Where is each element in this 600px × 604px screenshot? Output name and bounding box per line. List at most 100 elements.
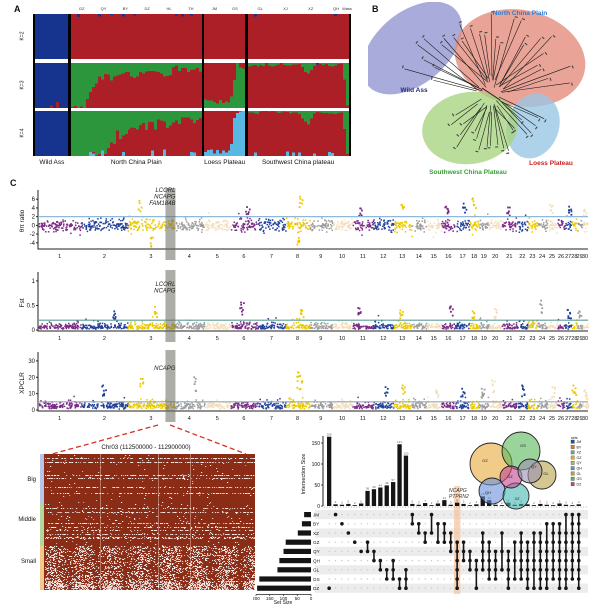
admixture-individual-bar — [265, 62, 269, 108]
admixture-individual-bar — [283, 14, 287, 59]
matrix-empty-dot — [386, 513, 388, 516]
panel-a-label: A — [14, 4, 21, 14]
intersection-bar-value: 2 — [431, 501, 433, 505]
matrix-empty-dot — [507, 532, 510, 534]
venn-circle-label: GS — [520, 443, 526, 448]
admixture-individual-bar — [85, 111, 89, 156]
admixture-individual-bar — [100, 62, 104, 108]
matrix-member-dot — [544, 586, 549, 590]
intersection-bar-value: 3 — [418, 501, 420, 505]
admixture-individual-bar — [218, 62, 222, 108]
matrix-empty-dot — [443, 559, 446, 562]
admixture-individual-bar — [70, 111, 74, 156]
admixture-individual-bar — [88, 62, 92, 108]
admixture-individual-bar — [250, 62, 254, 108]
admixture-individual-bar — [166, 14, 170, 59]
matrix-empty-dot — [328, 513, 330, 516]
admixture-individual-bar — [145, 111, 149, 156]
intersection-bar-value: 3 — [450, 501, 452, 505]
admixture-individual-bar — [233, 111, 237, 156]
tree-branch — [498, 96, 545, 119]
matrix-empty-dot — [469, 513, 471, 516]
matrix-member-dot — [525, 586, 530, 590]
matrix-empty-dot — [328, 550, 330, 553]
admixture-individual-bar — [88, 14, 92, 59]
matrix-empty-dot — [437, 559, 439, 562]
clade-label: Wild Ass — [400, 87, 428, 94]
admixture-individual-bar — [166, 62, 170, 108]
tree-tip-label-mark — [542, 68, 545, 72]
intersection-bar-value: 40 — [372, 485, 376, 489]
matrix-empty-dot — [443, 587, 446, 589]
highlighted-intersection-band — [453, 486, 461, 594]
matrix-empty-dot — [360, 532, 362, 534]
matrix-empty-dot — [341, 513, 343, 516]
tree-branch — [495, 53, 544, 86]
admixture-individual-bar — [193, 14, 197, 59]
admixture-individual-bar — [91, 111, 95, 156]
intersection-bar-value: 5 — [348, 500, 350, 504]
admixture-individual-bar — [233, 14, 237, 59]
admixture-individual-bar — [35, 62, 39, 108]
admixture-individual-bar — [318, 111, 322, 156]
admixture-individual-bar — [44, 62, 48, 108]
matrix-empty-dot — [347, 578, 350, 580]
intersection-bar-value: 8 — [456, 498, 458, 502]
admixture-individual-bar — [309, 111, 313, 156]
tree-branch — [492, 38, 497, 80]
group-separator — [348, 14, 351, 156]
admixture-individual-bar — [133, 111, 137, 156]
admixture-individual-bar — [301, 14, 304, 59]
tree-tip-label-mark — [439, 40, 443, 44]
admixture-individual-bar — [204, 62, 208, 108]
matrix-member-dot — [436, 522, 440, 526]
admixture-individual-bar — [286, 62, 290, 108]
admixture-individual-bar — [253, 62, 257, 108]
matrix-empty-dot — [437, 587, 439, 589]
admixture-individual-bar — [35, 111, 39, 156]
set-size-bar — [279, 558, 311, 564]
admixture-individual-bar — [239, 111, 243, 156]
admixture-individual-bar — [59, 14, 63, 59]
admixture-individual-bar — [38, 14, 42, 59]
matrix-empty-dot — [334, 523, 337, 525]
admixture-individual-bar — [82, 62, 86, 108]
admixture-individual-bar — [204, 14, 208, 59]
matrix-member-dot — [442, 522, 447, 526]
matrix-member-dot — [468, 549, 472, 554]
intersection-bar — [410, 503, 415, 506]
matrix-empty-dot — [366, 532, 369, 534]
admixture-individual-bar — [47, 14, 51, 59]
admixture-individual-bar — [56, 14, 60, 59]
group-separator — [68, 14, 71, 156]
admixture-individual-bar — [139, 111, 143, 156]
admixture-individual-bar — [73, 111, 77, 156]
admixture-group-row — [35, 14, 69, 59]
admixture-individual-bar — [312, 111, 316, 156]
set-label: BY — [313, 522, 319, 527]
breed-label: DZ — [144, 6, 150, 11]
intersection-bar — [531, 505, 537, 506]
admixture-individual-bar — [247, 14, 251, 59]
matrix-empty-dot — [334, 550, 337, 553]
matrix-empty-dot — [494, 513, 497, 516]
admixture-individual-bar — [133, 14, 137, 59]
tree-tip-label-mark — [514, 16, 518, 19]
admixture-individual-bar — [212, 111, 216, 156]
admixture-individual-bar — [199, 14, 202, 59]
tree-tip-label-mark — [526, 34, 530, 38]
matrix-empty-dot — [430, 541, 433, 543]
matrix-empty-dot — [469, 541, 471, 543]
intersection-bar — [359, 503, 364, 506]
intersection-bar-value: 4 — [578, 500, 580, 504]
phylogenetic-tree: Wild Ass North China Plain Loess Plateau So… — [368, 2, 586, 176]
matrix-empty-dot — [328, 578, 330, 580]
matrix-empty-dot — [341, 578, 343, 580]
admixture-individual-bar — [304, 62, 307, 108]
admixture-individual-bar — [59, 62, 63, 108]
matrix-empty-dot — [526, 513, 529, 516]
intersection-bar-value: 4 — [476, 500, 478, 504]
admixture-individual-bar — [221, 14, 225, 59]
admixture-individual-bar — [306, 111, 310, 156]
legend-label: DZ — [577, 482, 583, 486]
